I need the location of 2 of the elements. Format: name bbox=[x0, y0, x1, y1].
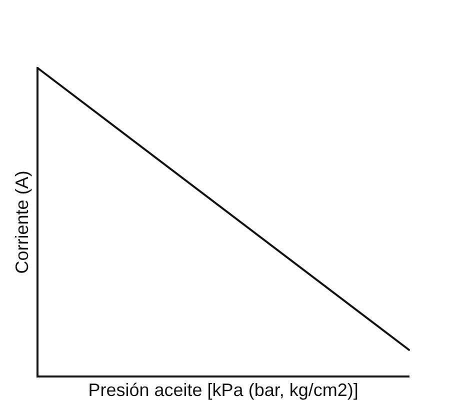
y-axis-title: Corriente (A) bbox=[12, 170, 32, 274]
x-axis-title: Presión aceite [kPa (bar, kg/cm2)] bbox=[88, 380, 358, 400]
